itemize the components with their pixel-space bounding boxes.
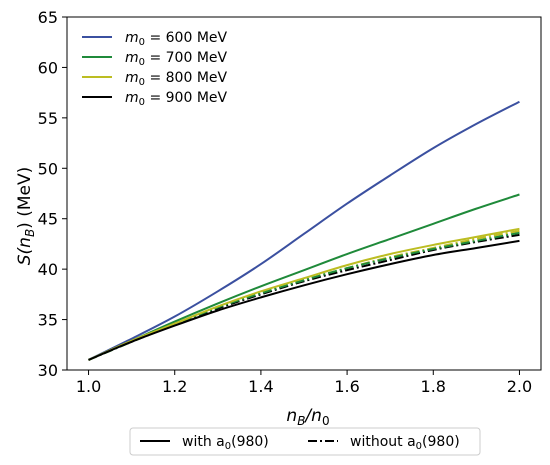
line-style-legend: with a0(980) without a0(980) [129, 427, 481, 456]
x-tick-label: 1.6 [334, 377, 359, 396]
y-tick-label: 45 [38, 210, 58, 229]
style-legend-label: with a0(980) [182, 434, 269, 452]
x-tick-label: 1.2 [162, 377, 187, 396]
legend-label: m0 = 700 MeV [125, 50, 228, 68]
x-tick-label: 1.4 [248, 377, 273, 396]
series-line-4 [88, 229, 520, 361]
legend-label: m0 = 600 MeV [125, 30, 228, 48]
x-tick-label: 1.0 [76, 377, 101, 396]
x-tick-label: 1.8 [421, 377, 446, 396]
legend-label: m0 = 800 MeV [125, 70, 228, 88]
y-axis-label: S(nB) (MeV) [15, 167, 37, 266]
y-tick-label: 35 [38, 311, 58, 330]
series-line-1 [88, 193, 520, 361]
x-tick-label: 2.0 [507, 377, 532, 396]
style-legend-label: without a0(980) [350, 434, 460, 452]
x-axis: 1.0 1.2 1.4 1.6 1.8 2.0 [76, 370, 532, 396]
y-axis: 30 35 40 45 50 55 60 65 [38, 8, 67, 380]
y-tick-label: 50 [38, 159, 58, 178]
series-line-5 [88, 233, 520, 361]
y-tick-label: 65 [38, 8, 58, 27]
y-tick-label: 40 [38, 260, 58, 279]
x-axis-label: nB/n0 [286, 406, 329, 428]
legend-label: m0 = 900 MeV [125, 90, 228, 108]
series-line-6 [88, 231, 520, 361]
series-line-3 [88, 239, 520, 361]
plot-lines [88, 100, 520, 361]
series-line-2 [88, 227, 520, 361]
y-tick-label: 60 [38, 58, 58, 77]
style-legend-frame [129, 427, 481, 456]
y-tick-label: 55 [38, 109, 58, 128]
series-legend: m0 = 600 MeV m0 = 700 MeV m0 = 800 MeV m0 =… [82, 30, 228, 108]
y-tick-label: 30 [38, 361, 58, 380]
plot-frame [66, 16, 542, 371]
series-line-0 [88, 100, 520, 361]
